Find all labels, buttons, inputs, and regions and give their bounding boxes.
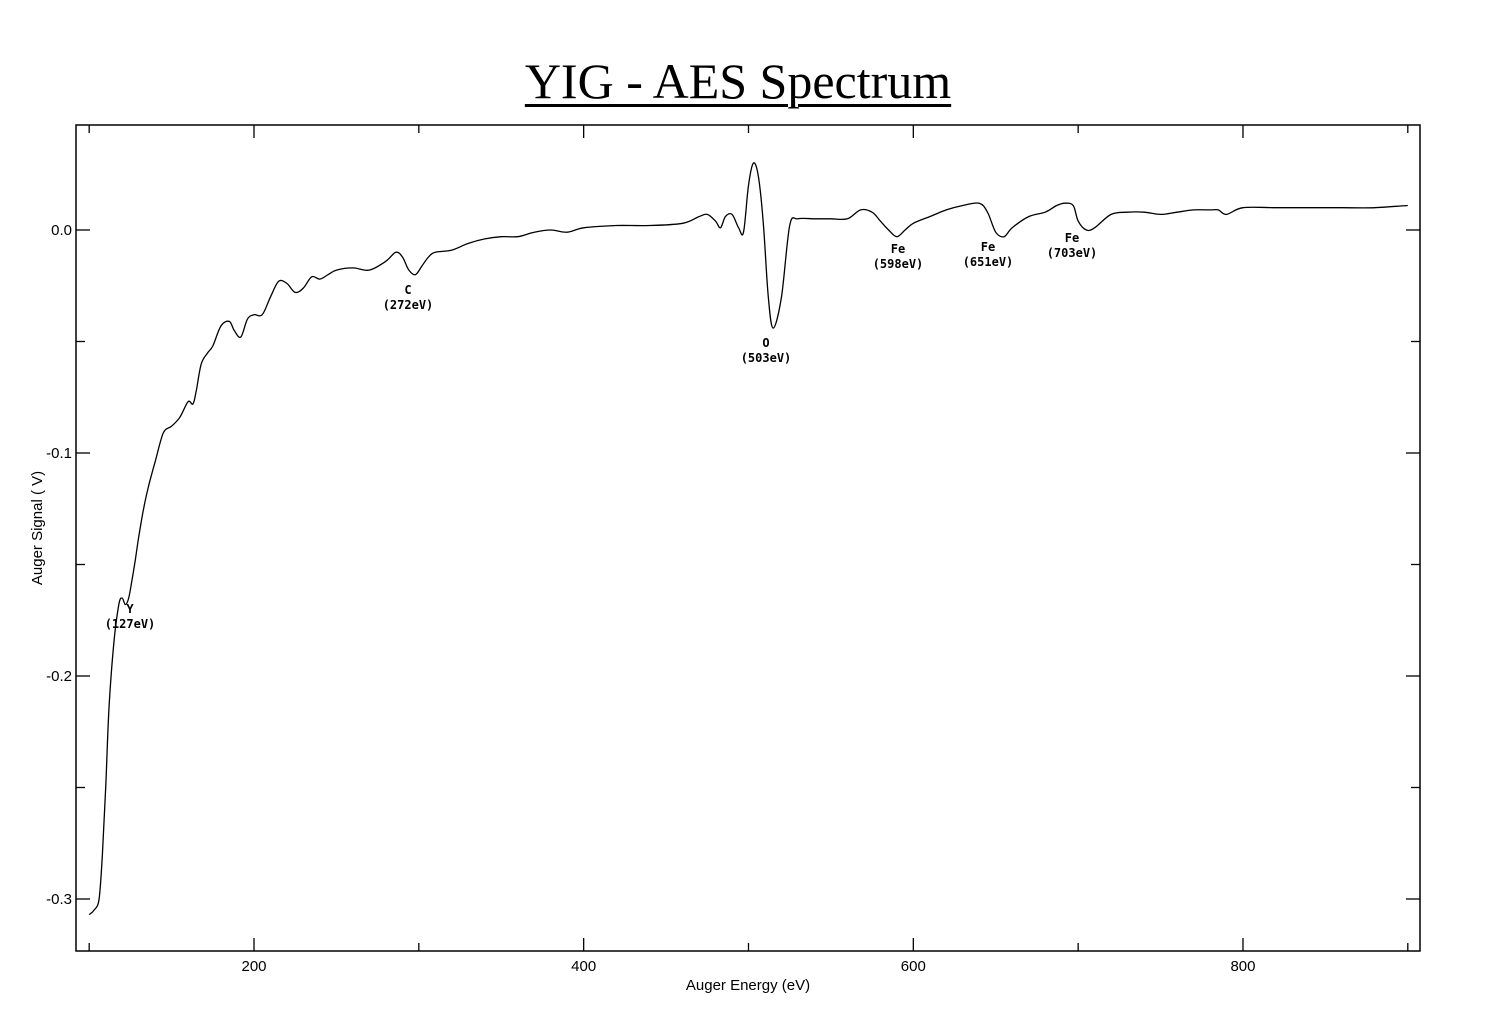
peak-energy: (703eV) [1047, 246, 1098, 260]
peak-annotations: Y(127eV)C(272eV)O(503eV)Fe(598eV)Fe(651e… [105, 231, 1098, 631]
peak-element: Y [126, 602, 134, 616]
x-tick-label: 400 [571, 958, 596, 975]
peak-energy: (127eV) [105, 617, 156, 631]
peak-energy: (272eV) [383, 298, 434, 312]
peak-energy: (651eV) [963, 255, 1014, 269]
x-tick-label: 600 [901, 958, 926, 975]
x-axis-ticks: 200 400 600 800 [88, 125, 1409, 975]
peak-element: Fe [981, 240, 995, 254]
peak-element: Fe [891, 242, 905, 256]
peak-element: Fe [1065, 231, 1079, 245]
plot-frame [75, 124, 1421, 952]
x-tick-label: 800 [1230, 958, 1255, 975]
x-tick-label: 200 [241, 958, 266, 975]
y-tick-label: -0.3 [46, 891, 72, 908]
peak-label: O(503eV) [741, 336, 792, 365]
peak-label: Y(127eV) [105, 602, 156, 631]
y-axis-label: Auger Signal ( V) [29, 471, 46, 585]
peak-energy: (503eV) [741, 351, 792, 365]
spectrum-line [88, 162, 1408, 916]
peak-label: Fe(598eV) [873, 242, 924, 271]
y-axis-ticks: 0.0 -0.1 -0.2 -0.3 [46, 222, 1420, 908]
x-axis-label: Auger Energy (eV) [686, 977, 810, 994]
y-tick-label: -0.2 [46, 668, 72, 685]
peak-label: Fe(703eV) [1047, 231, 1098, 260]
peak-energy: (598eV) [873, 257, 924, 271]
y-tick-label: 0.0 [51, 222, 72, 239]
peak-element: O [762, 336, 769, 350]
peak-element: C [404, 283, 411, 297]
chart-title: YIG - AES Spectrum [524, 53, 952, 109]
peak-label: C(272eV) [383, 283, 434, 312]
y-tick-label: -0.1 [46, 445, 72, 462]
peak-label: Fe(651eV) [963, 240, 1014, 269]
